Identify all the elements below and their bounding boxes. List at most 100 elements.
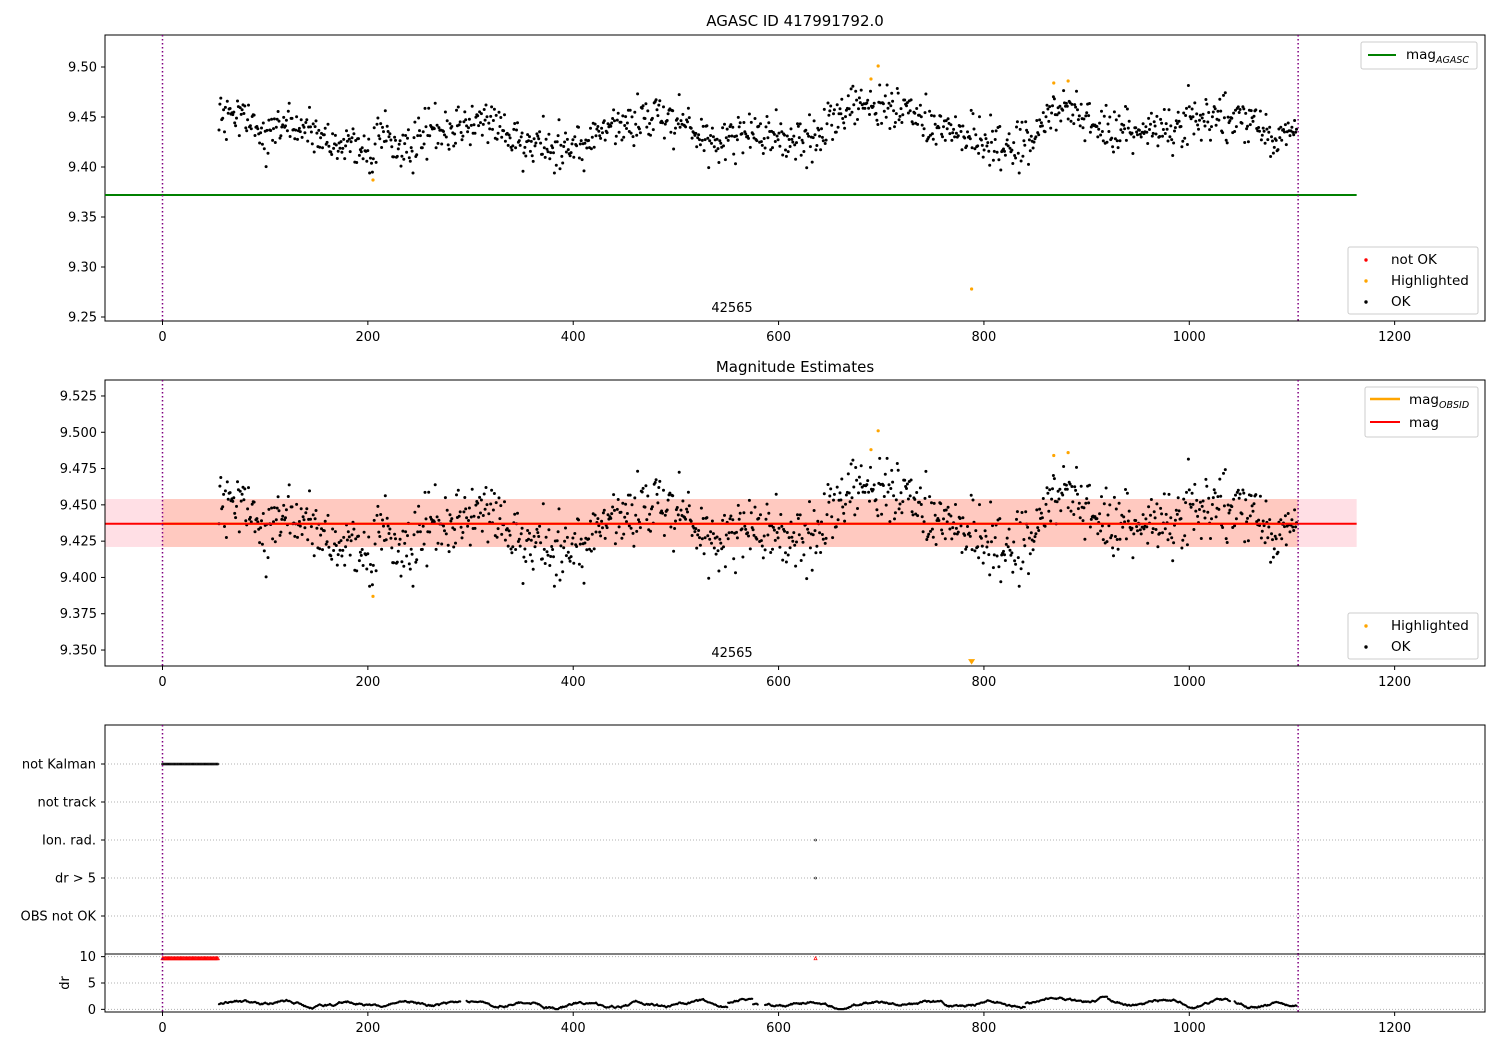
ok-point bbox=[1198, 118, 1201, 122]
ok-point bbox=[816, 519, 820, 523]
ok-point bbox=[797, 533, 801, 537]
ok-point bbox=[259, 131, 263, 135]
ok-point bbox=[418, 134, 422, 138]
ok-point bbox=[1232, 497, 1236, 501]
ok-point bbox=[1108, 115, 1112, 119]
ok-point bbox=[714, 149, 718, 153]
ok-point bbox=[416, 530, 420, 534]
ok-point bbox=[1290, 518, 1294, 522]
ok-point bbox=[1040, 124, 1044, 128]
ok-point bbox=[1234, 108, 1237, 112]
ok-point bbox=[284, 516, 287, 520]
ok-point bbox=[461, 531, 465, 534]
ok-point bbox=[293, 137, 297, 141]
x-tick-label: 200 bbox=[355, 675, 380, 690]
ok-point bbox=[1138, 132, 1142, 136]
ok-point bbox=[1119, 128, 1123, 132]
ok-point bbox=[1206, 510, 1210, 514]
ok-point bbox=[287, 101, 291, 105]
ok-point bbox=[734, 571, 737, 575]
ok-point bbox=[1210, 115, 1214, 119]
ok-point bbox=[906, 111, 910, 115]
ok-point bbox=[662, 488, 665, 492]
ok-point bbox=[1192, 132, 1196, 136]
ok-point bbox=[598, 134, 602, 138]
ok-point bbox=[421, 524, 425, 528]
ok-point bbox=[1205, 102, 1209, 106]
ok-point bbox=[590, 532, 594, 536]
ok-point bbox=[1040, 516, 1044, 520]
ok-point bbox=[1022, 538, 1026, 541]
ok-point bbox=[1183, 534, 1187, 538]
ok-point bbox=[796, 517, 800, 520]
ok-point bbox=[1079, 484, 1083, 488]
ok-point bbox=[784, 560, 788, 564]
ok-point bbox=[1065, 104, 1069, 108]
ok-point bbox=[1043, 524, 1047, 528]
y-tick-label: 9.450 bbox=[60, 498, 97, 513]
ok-point bbox=[226, 497, 230, 501]
ok-point bbox=[321, 146, 324, 150]
ok-point bbox=[557, 507, 561, 511]
ok-point bbox=[794, 564, 798, 568]
ok-point bbox=[272, 127, 275, 131]
ok-point bbox=[1015, 517, 1018, 521]
ok-point bbox=[1214, 123, 1218, 127]
ok-point bbox=[632, 544, 636, 548]
ok-point bbox=[1100, 524, 1104, 528]
ok-point bbox=[1155, 114, 1159, 118]
ok-point bbox=[1014, 156, 1018, 160]
ok-point bbox=[669, 130, 673, 134]
ok-point bbox=[871, 104, 875, 108]
ok-point bbox=[1254, 108, 1258, 112]
ok-point bbox=[266, 151, 270, 155]
ok-point bbox=[620, 536, 624, 540]
ok-point bbox=[1127, 119, 1131, 123]
ok-point bbox=[854, 466, 858, 469]
ok-point bbox=[1168, 135, 1172, 139]
ok-point bbox=[1079, 102, 1083, 106]
ok-point bbox=[781, 558, 785, 562]
ok-point bbox=[361, 157, 365, 161]
ok-point bbox=[701, 124, 705, 128]
ok-point bbox=[997, 565, 1001, 569]
ok-point bbox=[545, 550, 549, 554]
ok-point bbox=[399, 164, 403, 168]
x-tick-label: 1200 bbox=[1378, 1021, 1411, 1036]
ok-point bbox=[829, 487, 833, 491]
ok-point bbox=[365, 159, 369, 163]
ok-point bbox=[538, 130, 542, 134]
ok-point bbox=[1026, 525, 1030, 529]
ok-point bbox=[459, 525, 463, 529]
ok-point bbox=[384, 538, 388, 542]
ok-point bbox=[643, 505, 647, 509]
ok-point bbox=[1243, 540, 1247, 544]
ok-point bbox=[310, 542, 314, 546]
ok-point bbox=[818, 531, 822, 535]
ok-point bbox=[317, 128, 321, 132]
ok-point bbox=[489, 114, 493, 118]
ok-point bbox=[779, 122, 783, 126]
ok-point bbox=[1044, 115, 1048, 119]
ok-point bbox=[991, 566, 995, 570]
ok-point bbox=[1242, 107, 1246, 111]
ok-point bbox=[410, 552, 414, 556]
ok-point bbox=[970, 146, 974, 150]
ok-point bbox=[649, 133, 652, 137]
ok-point bbox=[644, 484, 648, 488]
ok-point bbox=[1154, 132, 1158, 136]
ok-point bbox=[1085, 497, 1089, 501]
ok-point bbox=[695, 145, 699, 149]
ok-point bbox=[599, 136, 603, 140]
ok-point bbox=[452, 545, 456, 549]
ok-point bbox=[332, 549, 336, 552]
ok-point bbox=[552, 555, 555, 559]
ok-point bbox=[1294, 525, 1298, 529]
ok-point bbox=[396, 549, 400, 553]
ok-point bbox=[903, 478, 907, 482]
ok-point bbox=[1112, 110, 1116, 114]
ok-point bbox=[1048, 105, 1052, 109]
ok-point bbox=[296, 535, 299, 539]
ok-point bbox=[773, 538, 777, 542]
ok-point bbox=[710, 141, 713, 145]
